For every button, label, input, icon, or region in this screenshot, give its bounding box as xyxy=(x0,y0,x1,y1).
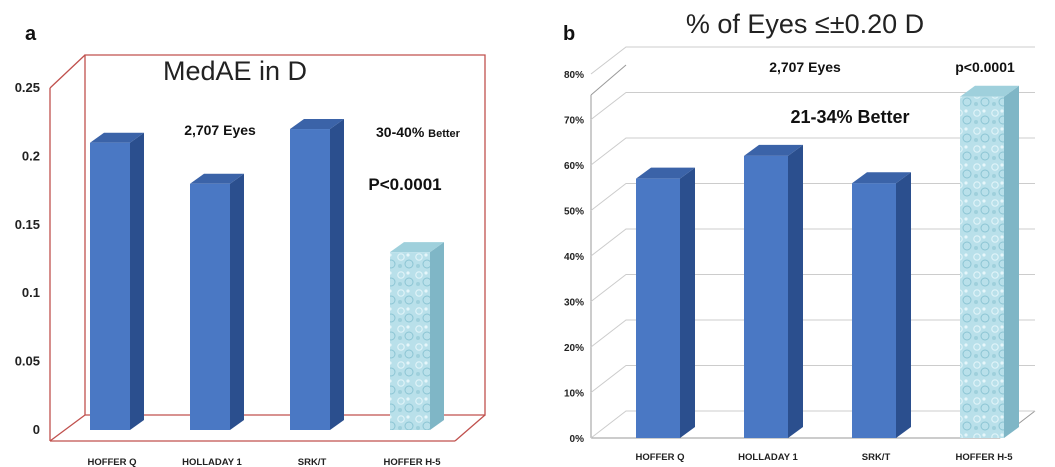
panel-a-annotation-eyes: 2,707 Eyes xyxy=(184,122,256,138)
panel-a-bar-top xyxy=(90,132,144,143)
panel-b-bar-front xyxy=(960,96,1004,438)
panel-a-annotation-p: P<0.0001 xyxy=(368,175,441,194)
panel-b-bar xyxy=(744,144,803,438)
panel-a-bar-front xyxy=(390,252,430,430)
panel-a-bar xyxy=(390,242,444,430)
panel-a: a MedAE in D 0 0.05 0.1 0.15 0.2 0.25 HOFFER … xyxy=(15,23,486,467)
panel-b-y-tick: 0% xyxy=(570,434,585,445)
panel-b-annotation-eyes: 2,707 Eyes xyxy=(769,59,841,75)
panel-b-bar-top xyxy=(852,172,911,184)
panel-a-category-label: HOLLADAY 1 xyxy=(182,457,242,467)
panel-a-category-label: HOFFER Q xyxy=(87,457,136,467)
panel-a-annotation-better: 30-40% Better xyxy=(376,124,461,140)
panel-a-category-label: SRK/T xyxy=(298,457,327,467)
panel-b-bar-front xyxy=(852,183,896,438)
panel-b-y-tick: 10% xyxy=(564,389,584,400)
panel-a-bar-top xyxy=(290,119,344,130)
panel-b-category-label: SRK/T xyxy=(862,452,891,463)
panel-a-floor-left xyxy=(49,414,86,442)
panel-a-bar-top xyxy=(190,173,244,184)
panel-a-floor-right xyxy=(454,414,486,442)
panel-b-bar xyxy=(960,85,1019,438)
panel-b-bar-top xyxy=(960,85,1019,97)
panel-b-gridline xyxy=(590,137,1035,166)
panel-b-annotation-p: p<0.0001 xyxy=(955,59,1015,75)
panel-b-bar-side xyxy=(680,167,695,438)
panel-b-bar xyxy=(852,172,911,438)
panel-b-annotation-better: 21-34% Better xyxy=(790,107,909,127)
panel-b-bar-side xyxy=(1004,85,1019,438)
panel-a-category-label: HOFFER H-5 xyxy=(384,457,442,467)
panel-b-category-label: HOFFER H-5 xyxy=(956,452,1014,463)
panel-a-y-tick: 0.2 xyxy=(22,148,40,163)
panel-b: b % of Eyes ≤±0.20 D 0% 10% 20% 30% 40% 50% 60… xyxy=(563,9,1036,463)
panel-b-bar-top xyxy=(744,144,803,156)
panel-b-label: b xyxy=(563,23,575,45)
panel-a-bar-side xyxy=(330,119,344,430)
panel-a-y-tick: 0.15 xyxy=(15,217,40,232)
panel-b-bar-top xyxy=(636,167,695,179)
panel-a-bar xyxy=(290,119,344,431)
panel-a-bar-side xyxy=(230,173,244,430)
panel-a-bar xyxy=(90,132,144,430)
panel-b-y-tick: 40% xyxy=(564,252,584,263)
panel-a-bar-side xyxy=(430,242,444,430)
panel-a-bar-front xyxy=(90,142,130,430)
panel-a-bar-top xyxy=(390,242,444,253)
panel-b-bar xyxy=(636,167,695,438)
panel-a-bar-front xyxy=(290,129,330,431)
panel-b-bar-front xyxy=(744,155,788,438)
panel-b-gridline xyxy=(590,92,1035,120)
panel-b-bar-side xyxy=(788,144,803,438)
panel-a-y-tick: 0.05 xyxy=(15,354,40,369)
panel-a-left-wall xyxy=(49,54,86,89)
panel-b-y-tick: 60% xyxy=(564,161,584,172)
panel-b-y-tick: 20% xyxy=(564,343,584,354)
panel-b-y-tick: 30% xyxy=(564,298,584,309)
panel-a-y-tick: 0 xyxy=(33,422,40,437)
panel-b-bar-side xyxy=(896,172,911,438)
panel-a-bar-side xyxy=(130,132,144,430)
panel-b-category-label: HOFFER Q xyxy=(635,452,684,463)
panel-b-y-tick: 50% xyxy=(564,207,584,218)
panel-b-y-tick: 80% xyxy=(564,70,584,81)
panel-a-title: MedAE in D xyxy=(163,56,307,86)
panel-b-gridline xyxy=(590,46,1035,75)
panel-a-y-tick: 0.1 xyxy=(22,285,40,300)
panel-b-left-wall xyxy=(590,64,627,96)
panel-b-bar-front xyxy=(636,178,680,438)
panel-a-label: a xyxy=(25,23,37,45)
panel-b-title: % of Eyes ≤±0.20 D xyxy=(686,9,924,39)
panel-b-y-tick: 70% xyxy=(564,116,584,127)
panel-a-bar xyxy=(190,173,244,430)
panel-a-bar-front xyxy=(190,183,230,430)
panel-a-y-tick: 0.25 xyxy=(15,80,40,95)
panel-b-category-label: HOLLADAY 1 xyxy=(738,452,798,463)
